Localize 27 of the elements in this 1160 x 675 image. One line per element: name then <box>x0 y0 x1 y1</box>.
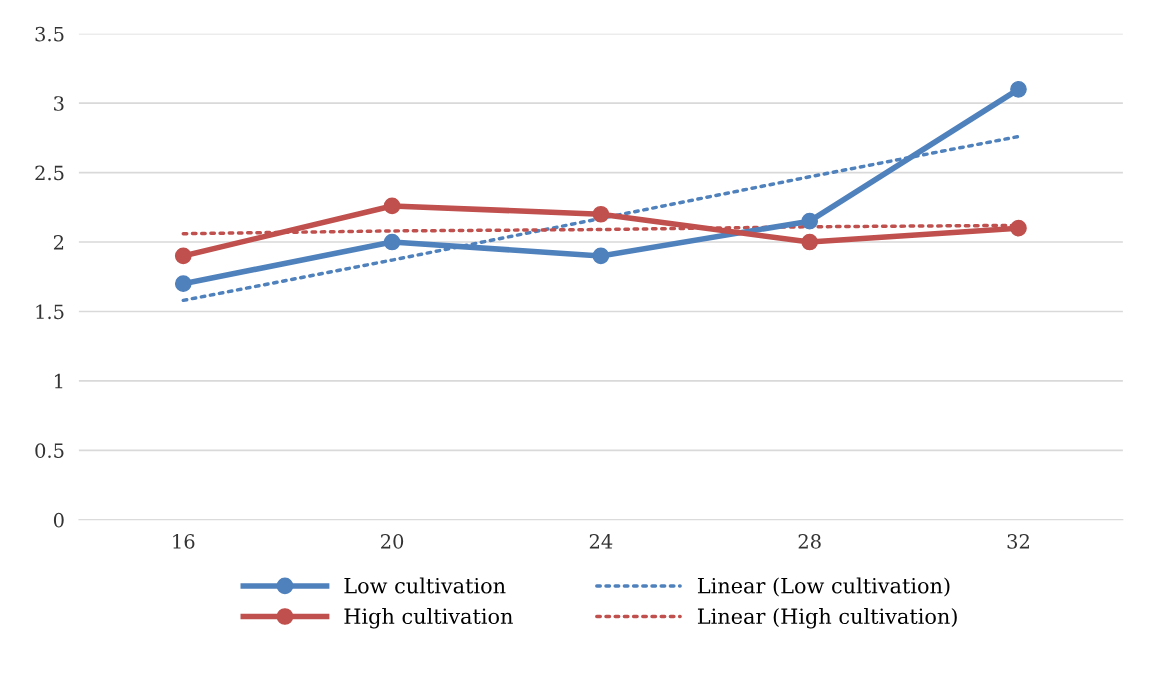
y-tick-label: 1 <box>54 373 63 389</box>
x-tick-label: 32 <box>1007 533 1029 549</box>
y-tick-label: 3.5 <box>35 26 64 42</box>
point <box>592 205 610 223</box>
y-tick-label: 2.5 <box>35 165 64 181</box>
legend-label: Low cultivation <box>344 577 506 594</box>
point <box>383 233 401 251</box>
y-tick-label: 2 <box>53 234 64 250</box>
y-tick-label: 0.5 <box>35 443 64 458</box>
point <box>592 247 610 265</box>
x-tick-label: 28 <box>798 533 821 549</box>
y-tick-label: 0 <box>53 512 64 528</box>
legend-label: High cultivation <box>344 607 513 629</box>
x-tick-label: 16 <box>173 533 195 549</box>
point <box>801 233 819 251</box>
point <box>801 212 819 230</box>
point <box>383 197 401 215</box>
point <box>1010 80 1027 98</box>
point <box>174 275 192 293</box>
y-tick-label: 1.5 <box>36 304 64 320</box>
point <box>174 247 192 265</box>
x-tick-label: 24 <box>589 533 613 549</box>
point <box>1010 219 1027 237</box>
legend-label: Linear (High cultivation) <box>697 607 957 629</box>
x-tick-label: 20 <box>381 533 404 549</box>
y-tick-label: 3 <box>54 96 64 111</box>
legend-label: Linear (Low cultivation) <box>697 577 950 597</box>
